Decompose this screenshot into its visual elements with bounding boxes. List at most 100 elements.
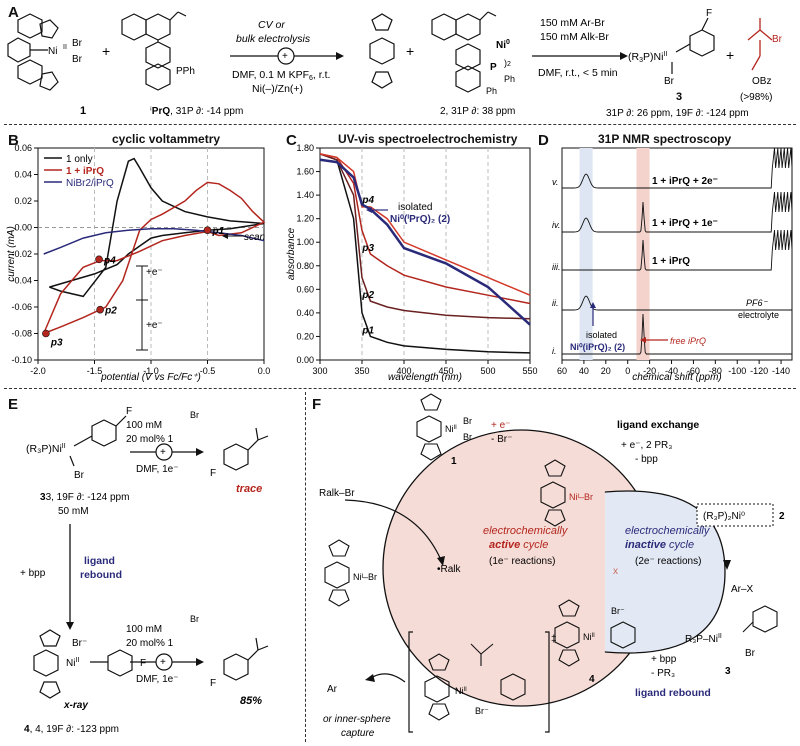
nmr-trace-3 [562,229,793,271]
f-bpp: + bpp [651,654,677,665]
svg-text:+: + [282,51,288,62]
panel-f-cycle: NiII Br Br 1 + e⁻ - Br⁻ Niᴵ–Br ligand ex… [319,393,785,739]
nmr-xtick: -60 [687,366,700,376]
e-cond-b-top: Br [190,410,199,420]
nmr-xtick: 0 [625,366,630,376]
nmr-chart: 60 40 20 0 -20 -40 -60 -80 -100 -120 -140 v. iv. i… [552,147,793,383]
nmr-lab-v: 1 + iPrQ + 2e⁻ [652,176,718,187]
uv-ytick: 1.00 [296,237,314,247]
f-dagger: ‡ [551,634,557,645]
f-ni1-b: Niᴵ–Br [353,572,377,582]
e-cond-d-bot: DMF, 1e⁻ [136,674,179,685]
cv-xtick: -1.5 [87,366,103,376]
e-product-1 [223,427,269,471]
product-3-label: 3 [676,91,682,103]
e-xray: x-ray [63,700,88,711]
e-conc: 50 mM [58,506,89,517]
product-3-caption: 31P ∂: 26 ppm, 19F ∂: -124 ppm [606,108,749,119]
f-rad: •Ralk [437,564,462,575]
e-cond-d-top: DMF, 1e⁻ [136,464,179,475]
nmr-xtick: 20 [601,366,611,376]
nmr-xtick: -140 [772,366,790,376]
nmr-xtick: -100 [728,366,746,376]
nmr-lab-iv: 1 + iPrQ + 1e⁻ [652,218,718,229]
br-label-a2: Br [72,54,83,65]
f-br-3: Br [745,648,756,659]
f-inner-2: capture [341,728,375,739]
panel-a-scheme: 1 Ni II Br Br + PPh ⁱPrQ, 31P ∂: -14 ppm… [7,8,783,119]
f-cmpd3-formula: R₃P–NiII [685,633,722,645]
nmr-title: 31P NMR spectroscopy [598,132,732,146]
separator-ef [305,392,306,742]
ph-label-1: Ph [504,74,515,84]
nmr-row-v: v. [552,177,558,187]
e-trace: trace [236,483,262,495]
ni-ox-a1: II [63,44,67,51]
plus-a1: + [102,43,110,59]
e-cond-c-top: 20 mol% 1 [126,434,174,445]
e-ni-4: NiII [66,657,79,669]
uv-label-p3: p3 [361,243,374,254]
arbr-cond: 150 mM Ar-Br [540,17,605,29]
f-cmpd3-aryl [742,605,778,633]
cv-ytick: 0.06 [14,143,32,153]
svg-text:+: + [160,657,166,668]
compound-2-caption: 2, 31P ∂: 38 ppm [440,106,515,117]
f-active-4: (1e⁻ reactions) [489,556,555,567]
f-ts-structure [424,643,526,721]
uv-xtick: 300 [312,366,327,376]
cv-point-label-p1: p1 [212,226,225,237]
nmr-xtick: -80 [709,366,722,376]
yield-a: (>98%) [740,92,773,103]
cv-point-p4 [95,255,103,264]
cv-ytick: -0.06 [11,302,32,312]
uv-ylabel: absorbance [286,227,297,280]
electrode-icon [277,47,295,65]
compound-1-structure [7,13,59,91]
panel-label-f: F [312,396,322,413]
f-ni-ts: NiII [455,686,467,696]
nmr-row-i: i. [552,346,557,356]
cond-a-top1: CV or [258,19,285,31]
nmr-row-iv: iv. [552,220,560,230]
f-cmpd3: 3 [725,666,731,677]
cv-xtick: 0.0 [258,366,271,376]
f-ni-4: NiII [583,632,595,642]
cv-xtick: -2.0 [30,366,46,376]
cv-point-label-p4: p4 [103,255,116,266]
p-label: P [490,62,497,73]
uv-isolated-1: isolated [398,202,432,213]
f-e1b: - Br⁻ [491,434,512,445]
f-brminus: Br⁻ [611,606,625,616]
cv-series-3 [43,228,265,255]
iprq-structure [121,11,187,91]
uv-ytick: 1.80 [296,143,314,153]
pph2-label: PPh [176,66,195,77]
cv-scan-label: scan [244,232,266,243]
uv-series-2 [319,153,531,320]
e-f-1: F [126,406,132,417]
cv-legend-1: 1 only [66,154,93,165]
svg-text:+: + [160,447,166,458]
e-cmpd3-formula: (R₃P)NiII [26,443,66,455]
uv-ytick: 0.40 [296,308,314,318]
cv-point-p3 [42,329,50,338]
uv-ytick: 0.00 [296,355,314,365]
f-x: x [613,566,618,577]
cv-xtick: -1.0 [143,366,159,376]
uv-ytick: 0.60 [296,284,314,294]
ph-label-2: Ph [486,86,497,96]
f-inactive-2: inactive cycle [625,539,694,551]
e-cmpd3-caption: 33, 19F ∂: -124 ppm [40,492,129,503]
cond-a-top2: bulk electrolysis [236,33,311,45]
f-inactive-1: electrochemically [625,525,711,537]
e-rebound: rebound [80,569,122,581]
e-cond-a-top: 100 mM [126,420,162,431]
uv-ytick: 0.80 [296,261,314,271]
e-yield: 85% [240,695,262,707]
e-electrode-icon-1 [155,443,173,461]
cv-xlabel: potential (V vs Fc/Fc⁺) [100,372,201,383]
nmr-pf6: PF6⁻ [746,298,769,308]
br-label-a1: Br [72,38,83,49]
nmr-isolated-1: isolated [586,330,617,340]
